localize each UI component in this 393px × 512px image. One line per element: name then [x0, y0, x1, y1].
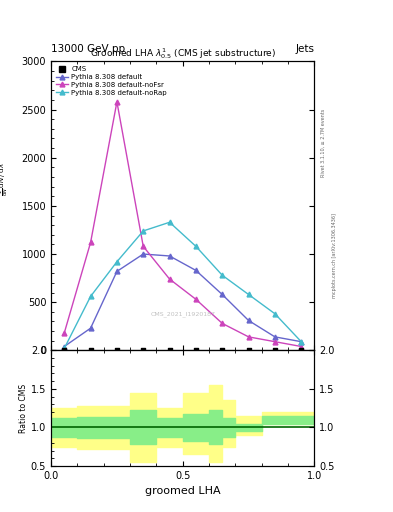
Pythia 8.308 default-noRap	[167, 219, 172, 225]
Pythia 8.308 default-noFsr	[141, 243, 146, 249]
CMS	[246, 346, 252, 354]
Text: mcplots.cern.ch [arXiv:1306.3436]: mcplots.cern.ch [arXiv:1306.3436]	[332, 214, 337, 298]
CMS	[298, 346, 305, 354]
Pythia 8.308 default-noRap	[115, 259, 119, 265]
Text: Rivet 3.1.10, ≥ 2.7M events: Rivet 3.1.10, ≥ 2.7M events	[320, 109, 325, 178]
Pythia 8.308 default-noRap	[299, 338, 304, 345]
Pythia 8.308 default	[167, 253, 172, 259]
Pythia 8.308 default-noFsr	[62, 330, 67, 336]
Pythia 8.308 default-noFsr	[167, 276, 172, 282]
X-axis label: groomed LHA: groomed LHA	[145, 486, 220, 496]
Line: Pythia 8.308 default-noRap: Pythia 8.308 default-noRap	[62, 220, 304, 351]
Pythia 8.308 default-noRap	[194, 243, 198, 249]
Pythia 8.308 default-noFsr	[88, 240, 93, 246]
CMS	[167, 346, 173, 354]
Pythia 8.308 default	[299, 338, 304, 345]
Line: Pythia 8.308 default-noFsr: Pythia 8.308 default-noFsr	[62, 99, 304, 349]
Pythia 8.308 default-noFsr	[273, 338, 277, 345]
CMS	[114, 346, 120, 354]
Pythia 8.308 default	[220, 291, 225, 297]
Pythia 8.308 default	[115, 268, 119, 274]
Pythia 8.308 default-noFsr	[220, 321, 225, 327]
Pythia 8.308 default-noRap	[246, 291, 251, 297]
CMS	[140, 346, 147, 354]
Pythia 8.308 default	[141, 251, 146, 257]
CMS	[87, 346, 94, 354]
Pythia 8.308 default	[273, 334, 277, 340]
Pythia 8.308 default-noFsr	[194, 296, 198, 303]
CMS	[219, 346, 226, 354]
Pythia 8.308 default	[194, 267, 198, 273]
Pythia 8.308 default	[88, 325, 93, 331]
Title: Groomed LHA $\lambda^{1}_{0.5}$ (CMS jet substructure): Groomed LHA $\lambda^{1}_{0.5}$ (CMS jet…	[90, 47, 276, 61]
Text: CMS_2021_I1920187: CMS_2021_I1920187	[150, 312, 215, 317]
Pythia 8.308 default-noRap	[220, 272, 225, 279]
Text: Jets: Jets	[296, 44, 314, 54]
Pythia 8.308 default-noFsr	[115, 99, 119, 105]
Line: Pythia 8.308 default: Pythia 8.308 default	[62, 251, 304, 349]
CMS	[61, 346, 68, 354]
Text: $\frac{1}{\mathrm{d}N}\,\mathrm{d}N\,/\,\mathrm{d}\,\lambda$: $\frac{1}{\mathrm{d}N}\,\mathrm{d}N\,/\,…	[0, 162, 11, 196]
Pythia 8.308 default-noRap	[273, 311, 277, 317]
Pythia 8.308 default-noRap	[62, 346, 67, 352]
Pythia 8.308 default-noFsr	[299, 344, 304, 350]
Pythia 8.308 default-noFsr	[246, 334, 251, 340]
CMS	[193, 346, 199, 354]
Legend: CMS, Pythia 8.308 default, Pythia 8.308 default-noFsr, Pythia 8.308 default-noRa: CMS, Pythia 8.308 default, Pythia 8.308 …	[55, 65, 168, 97]
Text: 13000 GeV pp: 13000 GeV pp	[51, 44, 125, 54]
Pythia 8.308 default	[62, 344, 67, 350]
Pythia 8.308 default	[246, 317, 251, 324]
Pythia 8.308 default-noRap	[141, 228, 146, 234]
Y-axis label: Ratio to CMS: Ratio to CMS	[19, 383, 28, 433]
Pythia 8.308 default-noRap	[88, 293, 93, 300]
CMS	[272, 346, 278, 354]
